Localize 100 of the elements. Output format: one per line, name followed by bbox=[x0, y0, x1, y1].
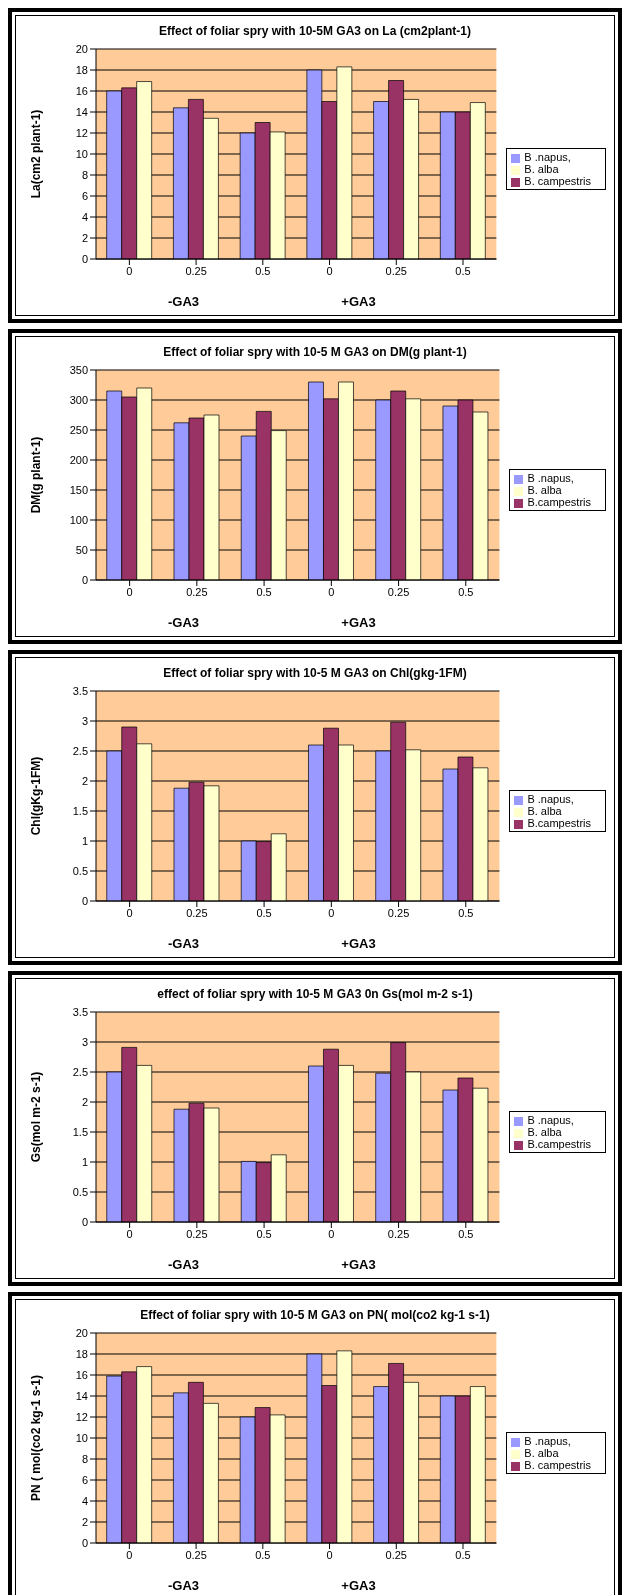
y-tick-label: 0 bbox=[81, 573, 88, 586]
x-tick-label: 0.5 bbox=[458, 585, 474, 598]
x-tick-label: 0.5 bbox=[256, 1227, 272, 1240]
y-tick-label: 14 bbox=[75, 1389, 88, 1402]
chart-title: Effect of foliar spry with 10-5 M GA3 on Chl(gkg-1FM) bbox=[162, 666, 468, 680]
y-tick-label: 3.5 bbox=[72, 1005, 88, 1018]
text: +GA3 bbox=[340, 1257, 377, 1272]
y-tick-label: 1.5 bbox=[72, 1125, 88, 1138]
y-tick-label: 2.5 bbox=[72, 1065, 88, 1078]
x-tick-label: 0.25 bbox=[387, 585, 410, 598]
y-tick-label: 50 bbox=[75, 543, 88, 556]
y-tick-label: 3 bbox=[81, 1035, 88, 1048]
y-tick-label: 12 bbox=[75, 126, 88, 139]
y-tick-label: 12 bbox=[75, 1410, 88, 1423]
x-tick-label: 0.25 bbox=[186, 906, 208, 919]
y-tick-label: 150 bbox=[69, 483, 88, 496]
legend-label: B .napus, bbox=[527, 1114, 574, 1126]
y-tick-label: 2 bbox=[81, 1095, 88, 1108]
y-tick-label: 14 bbox=[75, 105, 88, 118]
text: -GA3 bbox=[166, 1578, 201, 1593]
text: +GA3 bbox=[340, 615, 377, 630]
legend-label: B. alba bbox=[527, 1126, 562, 1138]
y-tick-label: 6 bbox=[81, 1473, 88, 1486]
x-tick-label: 0.25 bbox=[186, 585, 208, 598]
x-tick-label: 0 bbox=[126, 264, 133, 277]
text: +GA3 bbox=[340, 294, 377, 309]
x-tick-label: 0.5 bbox=[255, 264, 271, 277]
x-tick-label: 0 bbox=[326, 1548, 333, 1561]
y-tick-label: 16 bbox=[75, 1368, 88, 1381]
y-tick-label: 10 bbox=[75, 147, 88, 160]
legend-label: B. campestris bbox=[524, 175, 591, 187]
x-tick-label: 0.5 bbox=[455, 264, 471, 277]
x-tick-label: 0.25 bbox=[186, 1227, 208, 1240]
x-tick-label: 0.5 bbox=[255, 1548, 271, 1561]
y-tick-label: 0.5 bbox=[72, 864, 88, 877]
y-axis-title: DM(g plant-1) bbox=[29, 436, 44, 514]
y-tick-label: 200 bbox=[69, 453, 88, 466]
chart-title: effect of foliar spry with 10-5 M GA3 0n Gs(mol m-2 s-1) bbox=[156, 987, 474, 1001]
y-tick-label: 20 bbox=[75, 1326, 88, 1339]
y-tick-label: 2 bbox=[81, 774, 88, 787]
y-tick-label: 0 bbox=[81, 1215, 88, 1228]
legend-label: B.campestris bbox=[527, 817, 591, 829]
y-tick-label: 1.5 bbox=[72, 804, 88, 817]
y-tick-label: 0 bbox=[81, 252, 88, 265]
text: +GA3 bbox=[340, 936, 377, 951]
legend-label: B.campestris bbox=[527, 1138, 591, 1150]
x-tick-label: 0 bbox=[328, 585, 335, 598]
y-tick-label: 3.5 bbox=[72, 684, 88, 697]
text: -GA3 bbox=[166, 936, 201, 951]
x-tick-label: 0.25 bbox=[387, 906, 410, 919]
y-tick-label: 0.5 bbox=[72, 1185, 88, 1198]
legend-label: B. alba bbox=[527, 484, 562, 496]
x-tick-label: 0 bbox=[126, 906, 133, 919]
x-tick-label: 0.5 bbox=[458, 906, 474, 919]
y-tick-label: 2.5 bbox=[72, 744, 88, 757]
x-tick-label: 0 bbox=[126, 585, 133, 598]
x-tick-label: 0.25 bbox=[385, 1548, 407, 1561]
x-tick-label: 0 bbox=[326, 264, 333, 277]
y-tick-label: 18 bbox=[75, 1347, 88, 1360]
y-tick-label: 0 bbox=[81, 1536, 88, 1549]
legend-label: B. campestris bbox=[524, 1459, 591, 1471]
y-tick-label: 4 bbox=[81, 1494, 88, 1507]
chart-title: Effect of foliar spry with 10-5 M GA3 on PN( mol(co2 kg-1 s-1) bbox=[139, 1308, 491, 1322]
y-tick-label: 2 bbox=[81, 231, 88, 244]
y-tick-label: 8 bbox=[81, 1452, 88, 1465]
x-tick-label: 0 bbox=[328, 906, 335, 919]
legend-label: B. alba bbox=[524, 163, 559, 175]
y-tick-label: 250 bbox=[69, 423, 88, 436]
x-tick-label: 0.5 bbox=[256, 906, 272, 919]
y-tick-label: 300 bbox=[69, 393, 88, 406]
y-tick-label: 0 bbox=[81, 894, 88, 907]
y-tick-label: 10 bbox=[75, 1431, 88, 1444]
legend-label: B.campestris bbox=[527, 496, 591, 508]
x-tick-label: 0.5 bbox=[458, 1227, 474, 1240]
y-tick-label: 2 bbox=[81, 1515, 88, 1528]
x-tick-label: 0.5 bbox=[455, 1548, 471, 1561]
y-tick-label: 16 bbox=[75, 84, 88, 97]
chart-title: Effect of foliar spry with 10-5M GA3 on La (cm2plant-1) bbox=[157, 24, 472, 38]
y-tick-label: 350 bbox=[69, 363, 88, 376]
text: -GA3 bbox=[166, 1257, 201, 1272]
x-tick-label: 0 bbox=[126, 1227, 133, 1240]
y-tick-label: 8 bbox=[81, 168, 88, 181]
x-tick-label: 0.25 bbox=[185, 1548, 207, 1561]
y-axis-title: La(cm2 plant-1) bbox=[29, 109, 44, 199]
legend-label: B .napus, bbox=[524, 151, 571, 163]
y-axis-title: Gs(mol m-2 s-1) bbox=[29, 1071, 44, 1163]
y-tick-label: 20 bbox=[75, 42, 88, 55]
text: +GA3 bbox=[340, 1578, 377, 1593]
y-tick-label: 18 bbox=[75, 63, 88, 76]
chart-title: Effect of foliar spry with 10-5 M GA3 on DM(g plant-1) bbox=[162, 345, 468, 359]
legend-label: B .napus, bbox=[524, 1435, 571, 1447]
x-tick-label: 0.25 bbox=[387, 1227, 410, 1240]
y-tick-label: 100 bbox=[69, 513, 88, 526]
y-tick-label: 3 bbox=[81, 714, 88, 727]
x-tick-label: 0.5 bbox=[256, 585, 272, 598]
y-axis-title: Chl(gKg-1FM) bbox=[29, 756, 44, 836]
legend-label: B. alba bbox=[524, 1447, 559, 1459]
text: -GA3 bbox=[166, 615, 201, 630]
legend-label: B .napus, bbox=[527, 472, 574, 484]
x-tick-label: 0 bbox=[126, 1548, 133, 1561]
